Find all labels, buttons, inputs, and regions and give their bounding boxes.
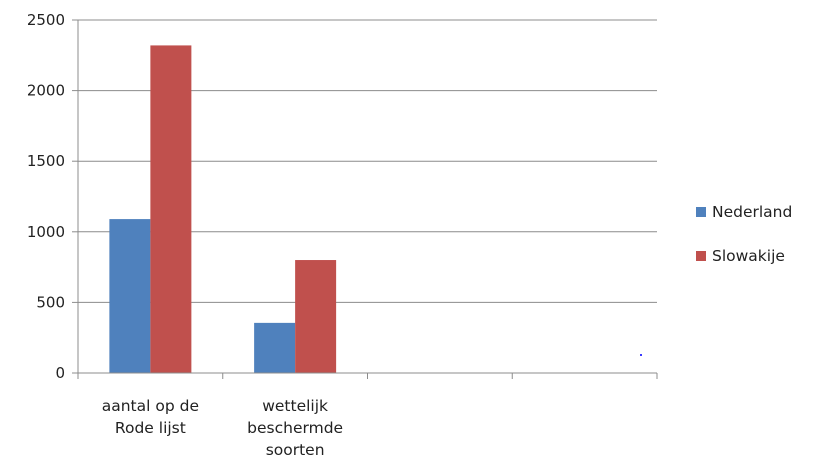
- x-category-label: Rode lijst: [115, 419, 186, 437]
- legend-swatch-slowakije: [696, 251, 706, 261]
- legend-swatch-nederland: [696, 207, 706, 217]
- legend-label-nederland: Nederland: [712, 203, 792, 221]
- bar-nederland-1: [254, 322, 296, 373]
- y-tick-label: 1500: [27, 152, 65, 170]
- x-axis-category-labels: aantal op de Rode lijst wettelijk beschermd…: [102, 397, 343, 459]
- x-category-label: aantal op de: [102, 397, 199, 415]
- bar-slowakije-1: [295, 260, 337, 373]
- axes: [72, 19, 658, 379]
- y-tick-label: 0: [55, 364, 65, 382]
- x-category-label: soorten: [266, 441, 325, 459]
- y-tick-label: 2000: [27, 82, 65, 100]
- y-axis-tick-labels: 0 500 1000 1500 2000 2500: [27, 11, 65, 382]
- y-tick-label: 1000: [27, 223, 65, 241]
- bar-slowakije-0: [150, 45, 192, 373]
- y-tick-label: 2500: [27, 11, 65, 29]
- legend-label-slowakije: Slowakije: [712, 247, 785, 265]
- y-tick-label: 500: [36, 293, 65, 311]
- bars: [109, 45, 337, 373]
- stray-dot: [640, 354, 642, 356]
- bar-nederland-0: [109, 219, 151, 373]
- x-category-label: beschermde: [247, 419, 343, 437]
- x-category-label: wettelijk: [262, 397, 328, 415]
- legend: Nederland Slowakije: [696, 203, 792, 265]
